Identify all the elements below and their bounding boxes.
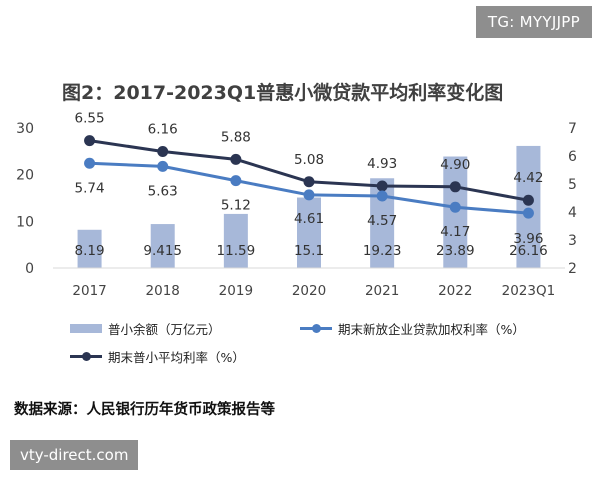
source-note: 数据来源：人民银行历年货币政策报告等 (14, 402, 275, 418)
bar-data-label: 8.19 (75, 243, 105, 259)
inclusive-rate-data-label: 6.16 (148, 122, 178, 138)
x-tick-label: 2018 (146, 283, 180, 299)
bar-data-label: 23.89 (436, 243, 475, 259)
loan-rate-data-label: 5.12 (221, 198, 251, 214)
legend-item-loan-rate: 期末新放企业贷款加权利率（%） (300, 319, 525, 338)
y-right-tick-label: 2 (568, 261, 577, 277)
chart-title: 图2：2017-2023Q1普惠小微贷款平均利率变化图 (62, 82, 504, 104)
x-tick-label: 2020 (292, 283, 326, 299)
loan-rate-point (449, 201, 461, 213)
inclusive-rate-point (230, 153, 242, 165)
bar-data-label: 9.415 (143, 243, 182, 259)
y-left-tick-label: 10 (16, 214, 34, 230)
watermark-tag-top: TG: MYYJJPP (475, 6, 592, 38)
inclusive-rate-data-label: 4.93 (367, 156, 397, 172)
x-tick-label: 2019 (219, 283, 253, 299)
inclusive-rate-point (84, 135, 96, 147)
legend-swatch-bar (70, 324, 102, 333)
bar (297, 197, 321, 268)
legend-label-inclusive-rate: 期末普小平均利率（%） (108, 350, 245, 365)
bar (150, 224, 175, 268)
loan-rate-data-label: 4.57 (367, 213, 397, 229)
bar (77, 229, 102, 268)
y-left-tick-label: 30 (16, 121, 34, 137)
loan-rate-point (157, 160, 169, 172)
inclusive-rate-data-label: 6.55 (75, 111, 105, 127)
inclusive-rate-data-label: 5.88 (221, 129, 251, 145)
loan-rate-point (230, 175, 242, 187)
legend-item-inclusive-rate: 期末普小平均利率（%） (70, 347, 245, 366)
x-tick-label: 2017 (72, 283, 106, 299)
inclusive-rate-data-label: 5.08 (294, 152, 324, 168)
y-right-tick-label: 7 (568, 121, 577, 137)
loan-rate-point (522, 207, 534, 219)
loan-rate-point (84, 157, 96, 169)
loan-rate-point (376, 190, 388, 202)
x-tick-label: 2023Q1 (502, 283, 556, 299)
inclusive-rate-point (522, 194, 534, 206)
legend-item-balance: 普小余额（万亿元） (70, 319, 221, 338)
legend-label-loan-rate: 期末新放企业贷款加权利率（%） (338, 322, 525, 337)
inclusive-rate-point (157, 146, 169, 158)
y-right-tick-label: 3 (568, 233, 577, 249)
y-left-tick-label: 20 (16, 168, 34, 184)
loan-rate-data-label: 4.17 (440, 224, 470, 240)
bar-data-label: 11.59 (217, 243, 256, 259)
bar-data-label: 19.23 (363, 243, 402, 259)
y-left-tick-label: 0 (25, 261, 34, 277)
y-right-tick-label: 5 (568, 177, 577, 193)
inclusive-rate-point (376, 180, 388, 192)
bar-data-label: 15.1 (294, 243, 324, 259)
bar-data-label: 26.16 (509, 243, 548, 259)
legend-swatch-inclusive-rate (70, 352, 102, 361)
loan-rate-point (303, 189, 315, 201)
loan-rate-data-label: 5.63 (148, 183, 178, 199)
x-tick-label: 2021 (365, 283, 399, 299)
x-tick-label: 2022 (438, 283, 472, 299)
y-right-tick-label: 6 (568, 149, 577, 165)
bar (223, 213, 248, 268)
watermark-tag-bottom: vty-direct.com (10, 440, 139, 470)
loan-rate-data-label: 4.61 (294, 211, 324, 227)
loan-rate-data-label: 5.74 (75, 180, 105, 196)
inclusive-rate-data-label: 4.42 (513, 170, 543, 186)
y-right-tick-label: 4 (568, 205, 577, 221)
bar (516, 145, 541, 268)
legend-swatch-loan-rate (300, 324, 332, 333)
inclusive-rate-data-label: 4.90 (440, 157, 470, 173)
inclusive-rate-point (449, 181, 461, 193)
loan-rate-data-label: 3.96 (513, 231, 543, 247)
inclusive-rate-point (303, 176, 315, 188)
legend-label-balance: 普小余额（万亿元） (108, 322, 221, 337)
